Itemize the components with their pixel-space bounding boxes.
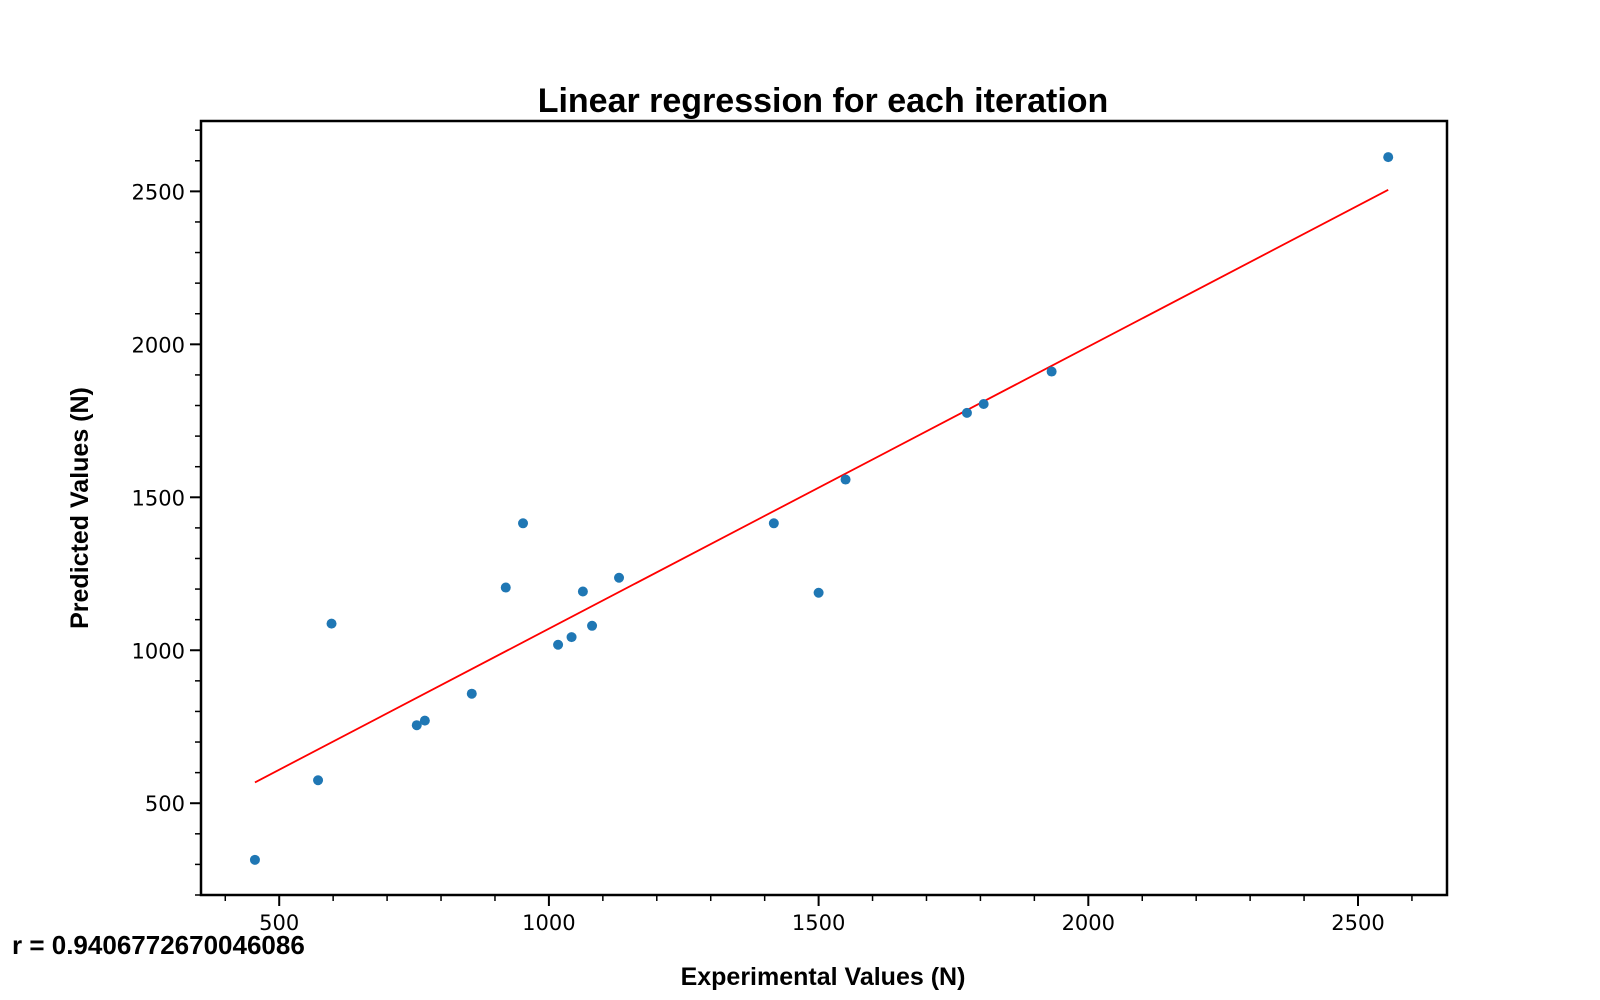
- x-tick-label: 2500: [1331, 911, 1384, 935]
- data-point: [840, 474, 851, 485]
- x-tick-label: 500: [259, 911, 299, 935]
- data-point: [518, 518, 529, 529]
- y-axis-ticks: 500 1000 1500 2000 2500: [132, 129, 201, 896]
- x-tick-label: 1500: [792, 911, 845, 935]
- data-point: [961, 407, 972, 418]
- x-tick-label: 1000: [522, 911, 575, 935]
- x-axis-ticks: 500 1000 1500 2000 2500: [224, 895, 1413, 935]
- data-point: [768, 518, 779, 529]
- data-point: [587, 620, 598, 631]
- data-point: [326, 618, 337, 629]
- y-tick-label: 2500: [132, 180, 185, 204]
- data-point: [978, 398, 989, 409]
- data-point: [813, 587, 824, 598]
- data-point: [313, 775, 324, 786]
- data-point: [1046, 366, 1057, 377]
- y-axis-label: Predicted Values (N): [66, 387, 94, 629]
- data-point: [566, 632, 577, 643]
- y-tick-label: 500: [145, 792, 185, 816]
- data-point: [249, 854, 260, 865]
- data-point: [553, 639, 564, 650]
- y-tick-label: 1000: [132, 639, 185, 663]
- plot-frame: [199, 119, 1449, 897]
- x-axis-label: Experimental Values (N): [681, 963, 966, 991]
- chart-title: Linear regression for each iteration: [538, 82, 1109, 120]
- data-point: [419, 715, 430, 726]
- data-point: [1383, 152, 1394, 163]
- data-point: [577, 586, 588, 597]
- data-point: [614, 572, 625, 583]
- data-point: [466, 688, 477, 699]
- y-tick-label: 1500: [132, 486, 185, 510]
- scatter-points: [249, 152, 1394, 865]
- regression-line: [254, 189, 1389, 784]
- data-point: [411, 720, 422, 731]
- y-tick-label: 2000: [132, 333, 185, 357]
- data-point: [500, 582, 511, 593]
- x-tick-label: 2000: [1062, 911, 1115, 935]
- correlation-annotation: r = 0.9406772670046086: [12, 930, 305, 960]
